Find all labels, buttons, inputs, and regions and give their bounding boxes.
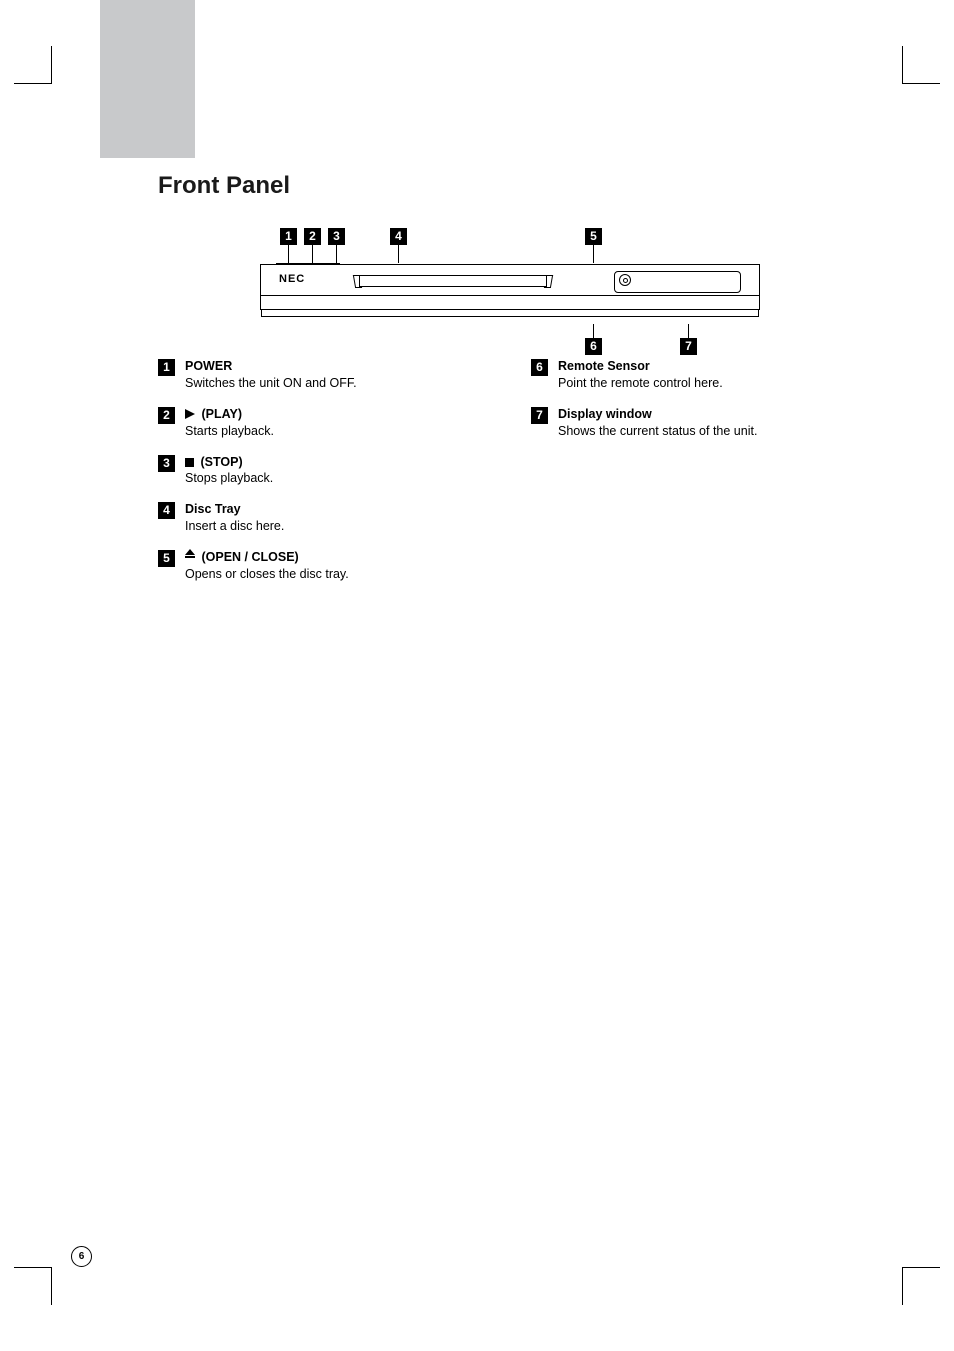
- item-num: 6: [531, 359, 548, 376]
- item-label: Disc Tray: [185, 502, 241, 516]
- item-desc: Insert a disc here.: [185, 519, 284, 533]
- item-label: (PLAY): [201, 407, 242, 421]
- callout-3: 3: [328, 228, 345, 245]
- item-num: 2: [158, 407, 175, 424]
- item-desc: Opens or closes the disc tray.: [185, 567, 349, 581]
- crop-mark: [902, 83, 940, 84]
- item-label: POWER: [185, 359, 232, 373]
- header-gray-block: [100, 0, 195, 158]
- crop-mark: [14, 1267, 52, 1268]
- item-stop: 3 (STOP) Stops playback.: [158, 454, 481, 488]
- crop-mark: [902, 1267, 903, 1305]
- item-desc: Switches the unit ON and OFF.: [185, 376, 357, 390]
- crop-mark: [14, 83, 52, 84]
- item-label: (STOP): [200, 455, 242, 469]
- callout-6: 6: [585, 338, 602, 355]
- callout-1: 1: [280, 228, 297, 245]
- callout-5: 5: [585, 228, 602, 245]
- item-power: 1 POWER Switches the unit ON and OFF.: [158, 358, 481, 392]
- item-disc-tray: 4 Disc Tray Insert a disc here.: [158, 501, 481, 535]
- display-window-outline: [614, 271, 741, 293]
- crop-mark: [902, 1267, 940, 1268]
- nec-logo: NEC: [279, 273, 305, 285]
- left-column: 1 POWER Switches the unit ON and OFF. 2 …: [158, 358, 481, 597]
- item-label: (OPEN / CLOSE): [201, 550, 298, 564]
- callout-7: 7: [680, 338, 697, 355]
- content-columns: 1 POWER Switches the unit ON and OFF. 2 …: [158, 358, 854, 597]
- callout-4: 4: [390, 228, 407, 245]
- item-label: Display window: [558, 407, 652, 421]
- item-open-close: 5 (OPEN / CLOSE) Opens or closes the dis…: [158, 549, 481, 583]
- item-play: 2 (PLAY) Starts playback.: [158, 406, 481, 440]
- item-num: 5: [158, 550, 175, 567]
- stop-icon: [185, 458, 194, 467]
- page-number: 6: [71, 1246, 92, 1267]
- item-desc: Point the remote control here.: [558, 376, 723, 390]
- item-desc: Stops playback.: [185, 471, 273, 485]
- item-num: 3: [158, 455, 175, 472]
- crop-mark: [51, 46, 52, 84]
- crop-mark: [902, 46, 903, 84]
- item-desc: Starts playback.: [185, 424, 274, 438]
- crop-mark: [51, 1267, 52, 1305]
- item-desc: Shows the current status of the unit.: [558, 424, 757, 438]
- front-panel-diagram: 1 2 3 4 5 NEC 6 7: [260, 228, 760, 354]
- device-outline: NEC: [260, 264, 760, 310]
- callout-2: 2: [304, 228, 321, 245]
- page-title: Front Panel: [158, 172, 290, 200]
- play-icon: [185, 409, 195, 419]
- disc-tray-slot: [359, 275, 547, 287]
- item-label: Remote Sensor: [558, 359, 650, 373]
- right-column: 6 Remote Sensor Point the remote control…: [531, 358, 854, 597]
- item-num: 7: [531, 407, 548, 424]
- item-num: 1: [158, 359, 175, 376]
- eject-icon: [185, 556, 195, 558]
- item-remote-sensor: 6 Remote Sensor Point the remote control…: [531, 358, 854, 392]
- item-num: 4: [158, 502, 175, 519]
- item-display-window: 7 Display window Shows the current statu…: [531, 406, 854, 440]
